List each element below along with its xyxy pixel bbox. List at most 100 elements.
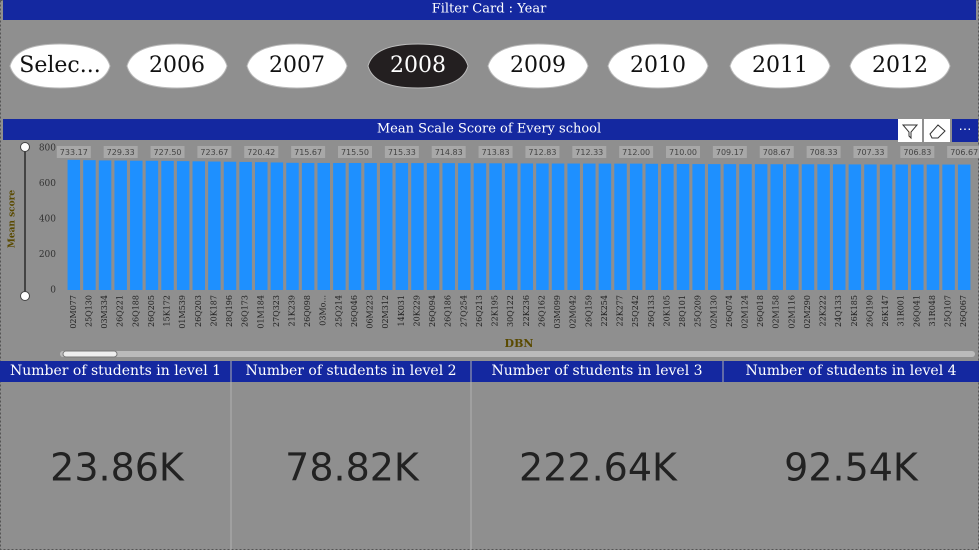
x-tick-label: 25Q130 — [84, 295, 93, 327]
slicer-label: 2010 — [630, 53, 686, 78]
slicer-item[interactable]: 2007 — [246, 43, 348, 89]
card-value: 92.54K — [784, 446, 919, 490]
filter-glyph — [901, 124, 919, 140]
card-title: Number of students in level 1 — [10, 363, 221, 379]
bar — [348, 162, 362, 290]
bar — [395, 163, 409, 290]
bar — [301, 162, 315, 290]
x-tick-label: 27Q254 — [459, 295, 468, 327]
card-title: Number of students in level 3 — [491, 363, 702, 379]
x-tick-label: 26Q221 — [116, 295, 125, 327]
x-tick-label: 26K185 — [850, 295, 859, 326]
x-tick-label: 02M158 — [772, 295, 781, 329]
slicer-item[interactable]: 2008 — [367, 43, 469, 89]
data-label: 706.83 — [903, 148, 931, 157]
slider-handle[interactable] — [20, 142, 30, 152]
data-label-box — [853, 146, 888, 158]
data-label-box — [572, 146, 607, 158]
x-tick-label: 26Q046 — [350, 295, 359, 327]
x-tick-label: 26K147 — [881, 295, 890, 326]
more-icon[interactable] — [952, 119, 978, 142]
bar — [255, 162, 268, 290]
bar — [333, 162, 346, 290]
data-label-box — [712, 146, 747, 158]
x-tick-label: 26Q188 — [131, 295, 140, 327]
x-tick-label: 02M290 — [803, 295, 812, 329]
bar — [801, 164, 815, 290]
visual-toolbar: ⋯ — [898, 119, 978, 142]
data-label-box — [478, 146, 513, 158]
data-label: 729.33 — [107, 148, 135, 157]
eraser-icon[interactable] — [924, 119, 950, 142]
x-tick-label: 26Q098 — [303, 295, 312, 327]
x-tick-label: 24Q133 — [834, 295, 843, 327]
slicer-shape — [607, 43, 709, 89]
x-tick-label: 06M223 — [366, 295, 375, 329]
data-label: 713.83 — [482, 148, 510, 157]
filter-icon[interactable] — [898, 119, 922, 142]
bar — [645, 163, 659, 290]
bar — [504, 163, 518, 290]
bar — [536, 163, 549, 290]
slicer-shape — [849, 43, 951, 89]
data-label: 709.17 — [716, 148, 744, 157]
x-tick-label: 25Q209 — [694, 295, 703, 327]
slicer-shape — [9, 43, 111, 89]
x-tick-label: 20K105 — [662, 295, 671, 326]
x-tick-label: 25Q214 — [334, 295, 343, 327]
bar — [130, 160, 143, 290]
slicer-shape — [246, 43, 348, 89]
x-tick-label: 25Q242 — [631, 295, 640, 327]
x-tick-label: 20K187 — [209, 295, 218, 326]
slicer-item[interactable]: 2010 — [607, 43, 709, 89]
x-tick-label: 28Q101 — [678, 295, 687, 327]
card-value: 222.64K — [519, 446, 678, 490]
slicer-item[interactable]: Selec... — [9, 43, 111, 89]
card-title: Number of students in level 2 — [245, 363, 456, 379]
data-label-box — [103, 146, 138, 158]
bar — [145, 160, 159, 290]
x-tick-label: 01M539 — [178, 295, 187, 329]
data-label-box — [197, 146, 232, 158]
bar — [286, 162, 299, 290]
data-label: 712.00 — [622, 148, 650, 157]
x-axis-title: DBN — [505, 337, 534, 350]
bar — [442, 163, 455, 290]
slider-handle[interactable] — [20, 291, 30, 301]
slicer-label: Selec... — [19, 53, 100, 78]
x-tick-label: 01M184 — [256, 295, 265, 329]
data-label: 723.67 — [200, 148, 228, 157]
bar — [911, 164, 924, 290]
data-label-box — [759, 146, 794, 158]
bar — [895, 164, 908, 290]
bar — [270, 162, 284, 290]
data-label-box — [431, 146, 466, 158]
slicer-item[interactable]: 2012 — [849, 43, 951, 89]
slicer-item[interactable]: 2006 — [126, 43, 228, 89]
data-label-box — [525, 146, 560, 158]
data-label: 712.83 — [528, 148, 556, 157]
bar — [364, 163, 377, 290]
scrollbar-thumb[interactable] — [62, 350, 118, 358]
x-tick-label: 02M124 — [741, 295, 750, 329]
bar — [114, 160, 127, 290]
bar — [754, 164, 768, 290]
x-tick-label: 14K031 — [397, 295, 406, 326]
bar — [864, 164, 877, 290]
x-tick-label: 26Q041 — [912, 295, 921, 327]
data-label-box — [666, 146, 701, 158]
data-label-box — [806, 146, 841, 158]
x-tick-label: 31R001 — [897, 295, 906, 326]
x-tick-label: 15K172 — [163, 295, 172, 326]
x-tick-label: 28Q196 — [225, 295, 234, 327]
data-label: 714.83 — [435, 148, 463, 157]
x-tick-label: 26Q190 — [865, 295, 874, 327]
data-label: 715.33 — [388, 148, 416, 157]
x-tick-label: 26Q074 — [725, 295, 734, 327]
slicer-item[interactable]: 2009 — [487, 43, 589, 89]
slicer-item[interactable]: 2011 — [729, 43, 831, 89]
bar — [957, 164, 971, 290]
x-tick-label: 31R048 — [928, 295, 937, 326]
bar — [489, 163, 502, 290]
bar — [723, 164, 737, 290]
